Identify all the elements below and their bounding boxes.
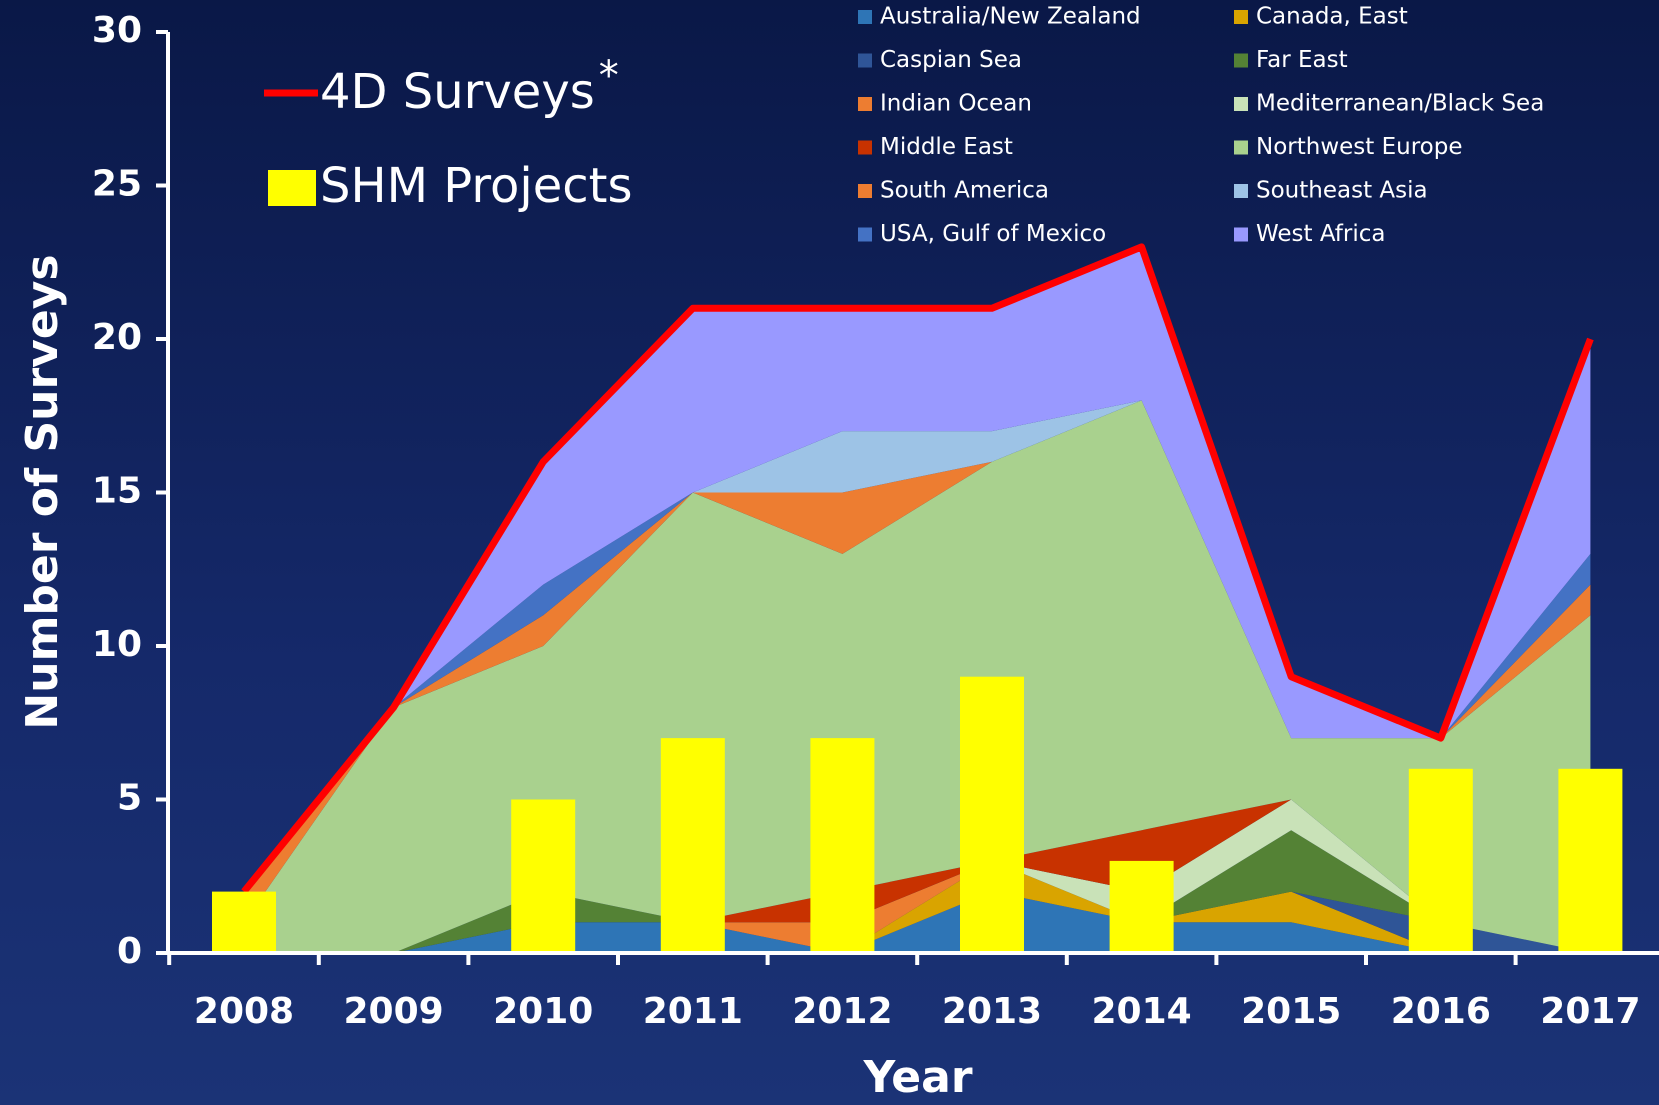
x-tick-label: 2016 — [1391, 991, 1491, 1032]
bar — [1558, 768, 1623, 953]
area — [244, 799, 1591, 953]
legend-label: Canada, East — [1256, 4, 1408, 30]
legend-item: South America — [858, 178, 1049, 204]
legend-swatch — [1234, 10, 1248, 24]
x-tick-label: 2014 — [1091, 991, 1191, 1032]
area — [244, 830, 1591, 953]
legend-label: Far East — [1256, 47, 1348, 73]
legend-item: Indian Ocean — [858, 91, 1032, 117]
legend-swatch — [858, 53, 872, 68]
x-tick-label: 2009 — [343, 991, 443, 1032]
x-tick-label: 2011 — [643, 991, 743, 1032]
legend-swatch — [858, 184, 872, 198]
x-axis-title: Year — [862, 1052, 972, 1103]
legend-swatch — [858, 97, 872, 111]
bar — [1109, 860, 1174, 953]
y-axis-title: Number of Surveys — [17, 254, 68, 729]
legend-label: 4D Surveys — [320, 64, 595, 120]
legend-label: SHM Projects — [320, 158, 632, 214]
x-tick-label: 2010 — [493, 991, 593, 1032]
legend-swatch — [1234, 97, 1248, 111]
legend-swatch — [1234, 227, 1248, 242]
bar — [660, 738, 725, 953]
x-tick-label: 2008 — [194, 991, 294, 1032]
legend-swatch — [858, 227, 872, 242]
legend-label: West Africa — [1256, 221, 1385, 247]
y-tick-label: 0 — [117, 931, 142, 972]
x-tick-label: 2013 — [942, 991, 1042, 1032]
y-tick-label: 25 — [92, 164, 142, 205]
legend-item: Mediterranean/Black Sea — [1234, 91, 1544, 117]
legend-swatch — [268, 170, 316, 206]
legend-label: Australia/New Zealand — [880, 4, 1141, 30]
x-tick-label: 2015 — [1241, 991, 1341, 1032]
area — [244, 400, 1591, 953]
legend-swatch — [1234, 184, 1248, 198]
legend-label: Indian Ocean — [880, 91, 1032, 117]
x-tick-label: 2012 — [792, 991, 892, 1032]
legend-footnote-mark: * — [599, 53, 619, 99]
y-tick-label: 20 — [92, 317, 142, 358]
bar — [960, 676, 1024, 953]
legend-item: Australia/New Zealand — [858, 4, 1141, 30]
legend-swatch — [1234, 140, 1248, 155]
legend-item: Middle East — [858, 134, 1013, 160]
legend-label: Caspian Sea — [880, 47, 1022, 73]
area — [244, 246, 1591, 892]
x-tick-label: 2017 — [1540, 991, 1640, 1032]
line — [241, 243, 1594, 894]
legend-item: Southeast Asia — [1234, 178, 1428, 204]
y-tick-label: 10 — [92, 624, 142, 665]
legend-swatch — [1234, 53, 1248, 68]
legend-label: Mediterranean/Black Sea — [1256, 91, 1544, 117]
legend-item: Far East — [1234, 47, 1348, 73]
legend-label: South America — [880, 178, 1049, 204]
bar — [1408, 768, 1473, 953]
legend-label: Middle East — [880, 134, 1013, 160]
area — [244, 400, 1591, 923]
bar — [212, 891, 276, 953]
legend-item: West Africa — [1234, 221, 1385, 247]
legend-label: Northwest Europe — [1256, 134, 1462, 160]
legend-swatch — [858, 10, 872, 24]
bar — [511, 799, 576, 953]
y-tick-label: 15 — [92, 471, 142, 512]
y-tick-label: 5 — [117, 778, 142, 819]
legend-label: Southeast Asia — [1256, 178, 1428, 204]
legend-item: Canada, East — [1234, 4, 1408, 30]
legend-swatch — [858, 140, 872, 155]
legend-item: Northwest Europe — [1234, 134, 1462, 160]
bar — [810, 738, 875, 953]
legend-item: Caspian Sea — [858, 47, 1022, 73]
y-tick-label: 30 — [92, 10, 142, 51]
legend-label: USA, Gulf of Mexico — [880, 221, 1106, 247]
legend-item: USA, Gulf of Mexico — [858, 221, 1106, 247]
